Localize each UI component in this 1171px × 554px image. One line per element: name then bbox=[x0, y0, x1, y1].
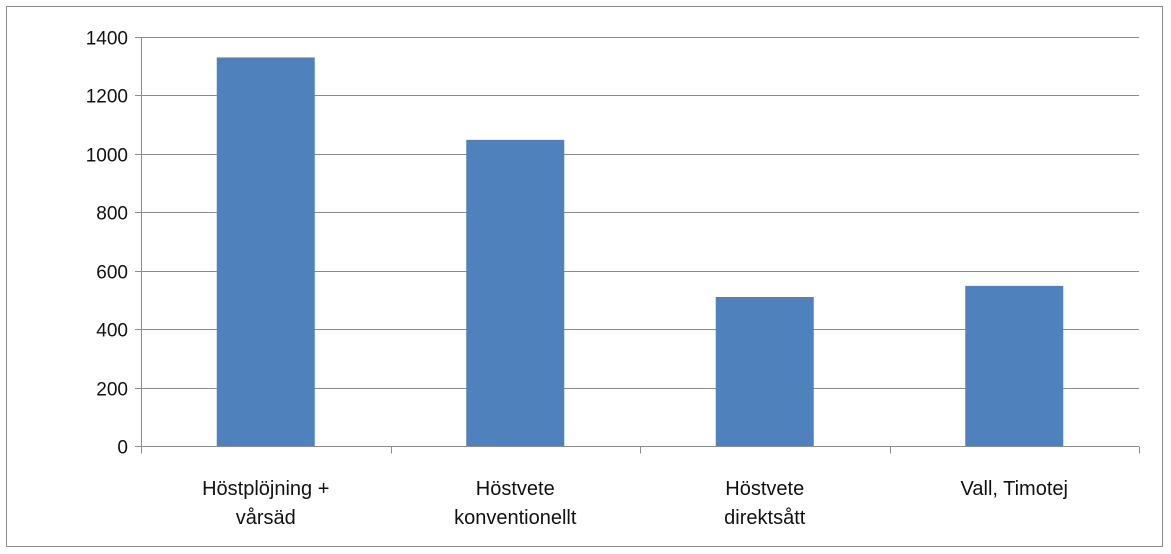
bar bbox=[216, 57, 315, 446]
y-tick-label: 600 bbox=[96, 263, 128, 284]
x-category-label: konventionellt bbox=[454, 507, 577, 529]
x-category-label: Höstvete bbox=[725, 478, 804, 500]
chart-frame bbox=[6, 6, 1163, 547]
y-tick-label: 1400 bbox=[86, 29, 128, 50]
y-tick-label: 200 bbox=[96, 380, 128, 401]
x-category-label: vårsäd bbox=[236, 507, 296, 529]
y-tick-labels: 0 200 400 600 800 1000 1200 1400 bbox=[86, 29, 128, 459]
bar bbox=[715, 297, 814, 446]
x-category-label: Höstvete bbox=[476, 478, 555, 500]
y-tick-label: 400 bbox=[96, 321, 128, 342]
y-tick-label: 0 bbox=[117, 438, 128, 459]
x-category-labels: Höstplöjning + vårsäd Höstvete konventionel… bbox=[202, 478, 1068, 529]
x-category-label: direktsått bbox=[724, 507, 806, 529]
bars bbox=[216, 57, 1064, 446]
axes bbox=[135, 37, 1140, 454]
bar bbox=[466, 139, 565, 446]
x-category-label: Vall, Timotej bbox=[961, 478, 1068, 500]
x-category-label: Höstplöjning + bbox=[202, 478, 329, 500]
y-tick-label: 1000 bbox=[86, 146, 128, 167]
y-tick-label: 800 bbox=[96, 204, 128, 225]
y-tick-label: 1200 bbox=[86, 87, 128, 108]
bar bbox=[965, 285, 1064, 446]
